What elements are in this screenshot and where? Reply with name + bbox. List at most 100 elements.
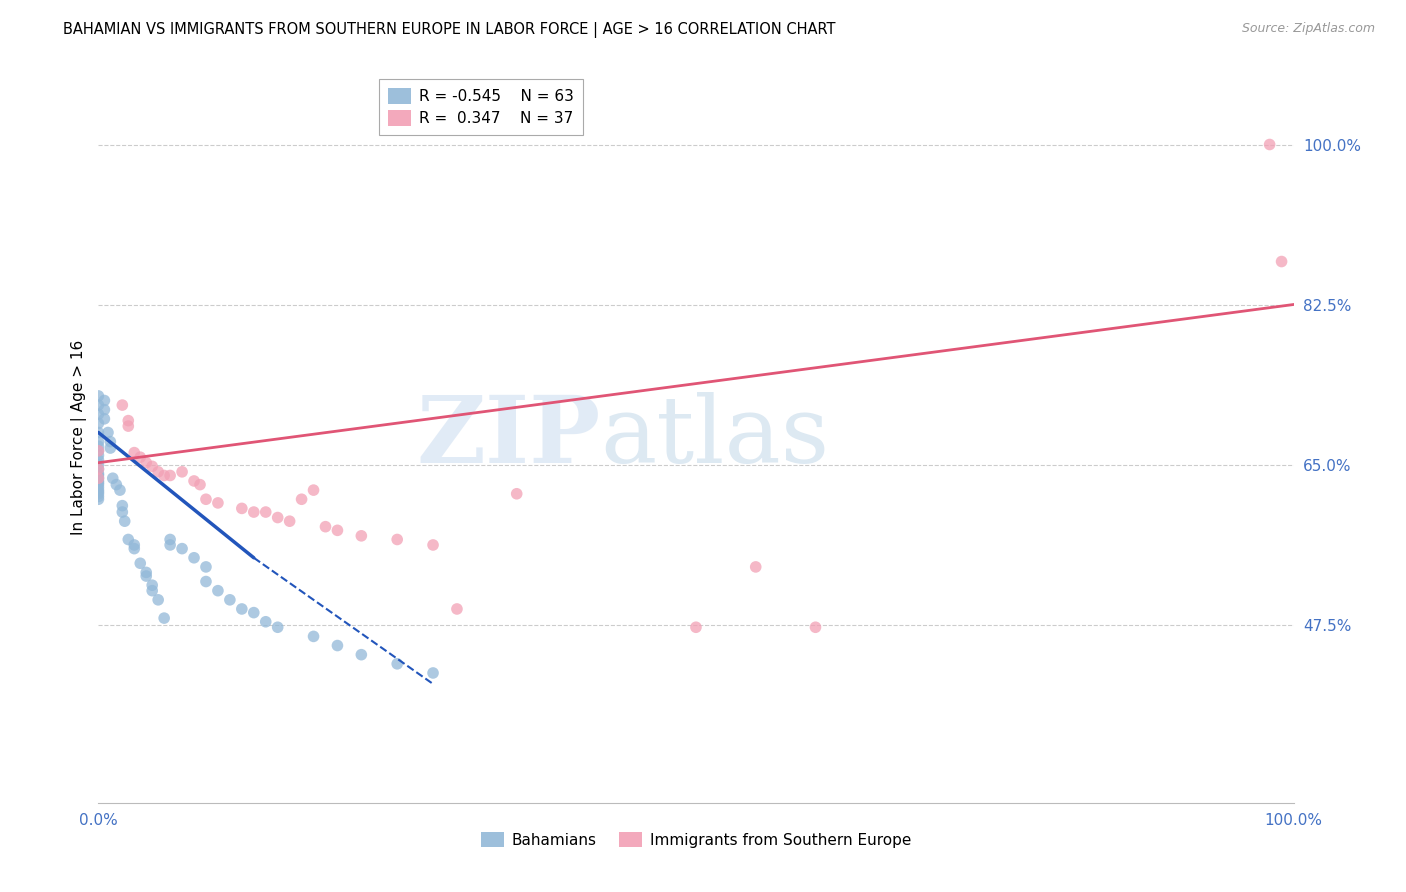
Point: [129, 556, 152, 570]
Point: [385, 533, 409, 547]
Text: atlas: atlas: [600, 392, 830, 482]
Point: [159, 468, 181, 483]
Point: [87, 490, 110, 504]
Point: [105, 477, 128, 491]
Point: [111, 499, 134, 513]
Point: [1271, 254, 1294, 268]
Point: [87, 475, 110, 490]
Point: [350, 529, 373, 543]
Point: [350, 648, 373, 662]
Point: [87, 398, 110, 412]
Point: [267, 620, 290, 634]
Point: [135, 569, 157, 583]
Legend: Bahamians, Immigrants from Southern Europe: Bahamians, Immigrants from Southern Euro…: [475, 825, 917, 854]
Point: [148, 465, 170, 479]
Point: [87, 462, 110, 476]
Point: [326, 524, 349, 538]
Point: [129, 450, 152, 465]
Point: [159, 533, 181, 547]
Point: [87, 487, 110, 501]
Point: [207, 496, 229, 510]
Point: [153, 468, 176, 483]
Point: [745, 560, 768, 574]
Point: [117, 533, 139, 547]
Point: [291, 492, 314, 507]
Point: [385, 657, 409, 671]
Text: BAHAMIAN VS IMMIGRANTS FROM SOUTHERN EUROPE IN LABOR FORCE | AGE > 16 CORRELATIO: BAHAMIAN VS IMMIGRANTS FROM SOUTHERN EUR…: [63, 22, 835, 38]
Point: [87, 407, 110, 421]
Point: [172, 541, 194, 556]
Point: [111, 505, 134, 519]
Point: [188, 477, 211, 491]
Point: [326, 639, 349, 653]
Point: [101, 471, 124, 485]
Point: [141, 459, 163, 474]
Point: [183, 474, 205, 488]
Point: [98, 441, 122, 455]
Point: [422, 538, 444, 552]
Point: [117, 414, 139, 428]
Point: [87, 448, 110, 462]
Point: [124, 538, 146, 552]
Point: [87, 471, 110, 485]
Point: [124, 445, 146, 459]
Point: [685, 620, 707, 634]
Point: [243, 505, 266, 519]
Point: [135, 456, 157, 470]
Point: [87, 443, 110, 458]
Point: [243, 606, 266, 620]
Point: [172, 465, 194, 479]
Point: [231, 602, 253, 616]
Point: [87, 477, 110, 491]
Point: [302, 629, 325, 643]
Point: [804, 620, 827, 634]
Point: [183, 550, 205, 565]
Point: [87, 467, 110, 481]
Point: [117, 419, 139, 434]
Point: [195, 492, 218, 507]
Point: [1258, 137, 1281, 152]
Point: [97, 425, 120, 440]
Point: [254, 615, 277, 629]
Point: [153, 611, 176, 625]
Point: [141, 583, 163, 598]
Point: [114, 514, 136, 528]
Point: [315, 519, 337, 533]
Point: [195, 560, 218, 574]
Point: [506, 487, 529, 501]
Point: [219, 592, 242, 607]
Point: [124, 541, 146, 556]
Point: [446, 602, 468, 616]
Text: ZIP: ZIP: [416, 392, 600, 482]
Point: [93, 402, 115, 417]
Point: [87, 458, 110, 472]
Point: [267, 510, 290, 524]
Point: [254, 505, 277, 519]
Point: [231, 501, 253, 516]
Point: [93, 412, 115, 426]
Point: [87, 453, 110, 467]
Point: [87, 439, 110, 453]
Point: [207, 583, 229, 598]
Point: [111, 398, 134, 412]
Point: [87, 492, 110, 507]
Point: [87, 468, 110, 483]
Point: [93, 393, 115, 408]
Point: [87, 480, 110, 494]
Point: [135, 566, 157, 580]
Point: [87, 425, 110, 440]
Point: [87, 443, 110, 458]
Point: [87, 485, 110, 500]
Point: [87, 462, 110, 476]
Point: [195, 574, 218, 589]
Point: [87, 483, 110, 497]
Point: [422, 665, 444, 680]
Point: [87, 471, 110, 485]
Point: [302, 483, 325, 497]
Point: [159, 538, 181, 552]
Point: [87, 417, 110, 431]
Point: [87, 474, 110, 488]
Point: [87, 434, 110, 449]
Y-axis label: In Labor Force | Age > 16: In Labor Force | Age > 16: [72, 340, 87, 534]
Point: [108, 483, 131, 497]
